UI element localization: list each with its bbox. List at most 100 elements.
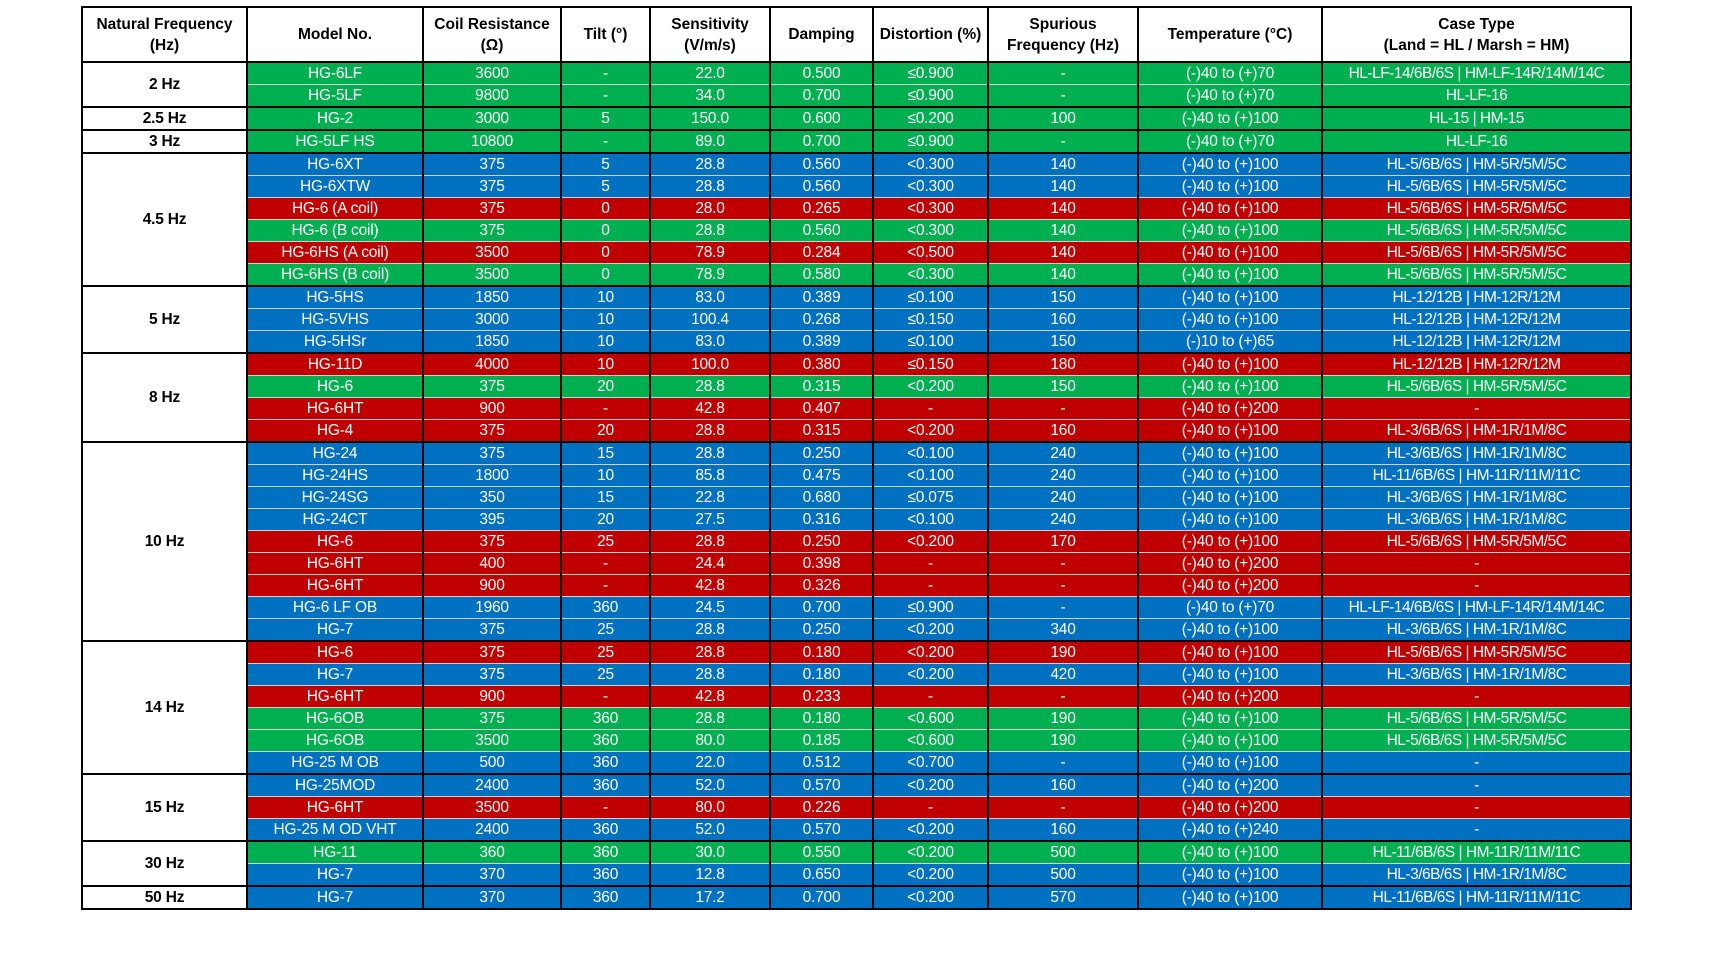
- sensitivity-cell: 28.8: [649, 441, 771, 465]
- natural-frequency-cell: 10 Hz: [81, 441, 248, 642]
- case-type-cell: HL-5/6B/6S | HM-5R/5M/5C: [1321, 197, 1632, 220]
- distortion-cell: <0.200: [872, 818, 989, 842]
- case-type-cell: HL-11/6B/6S | HM-11R/11M/11C: [1321, 464, 1632, 487]
- temperature-cell: (-)40 to (+)100: [1137, 707, 1323, 730]
- natural-frequency-cell: 3 Hz: [81, 129, 248, 154]
- table-row: 30 Hz HG-11 360 360 30.0 0.550 <0.200 500 (-)40 …: [81, 840, 1632, 887]
- sensitivity-cell: 42.8: [649, 685, 771, 708]
- damping-cell: 0.326: [769, 574, 874, 597]
- model-no-cell: HG-5LF HS: [246, 129, 424, 154]
- spurious-frequency-cell: -: [987, 552, 1139, 575]
- tilt-cell: 25: [560, 618, 651, 642]
- damping-cell: 0.700: [769, 84, 874, 108]
- temperature-cell: (-)40 to (+)100: [1137, 663, 1323, 686]
- distortion-cell: ≤0.100: [872, 285, 989, 309]
- model-no-cell: HG-7: [246, 885, 424, 910]
- spurious-frequency-cell: -: [987, 129, 1139, 154]
- distortion-cell: ≤0.150: [872, 308, 989, 331]
- temperature-cell: (-)40 to (+)100: [1137, 530, 1323, 553]
- distortion-cell: <0.700: [872, 751, 989, 775]
- tilt-cell: 360: [560, 885, 651, 910]
- coil-resistance-cell: 2400: [422, 773, 562, 797]
- temperature-cell: (-)40 to (+)100: [1137, 241, 1323, 264]
- coil-resistance-cell: 3500: [422, 729, 562, 752]
- tilt-cell: 10: [560, 330, 651, 354]
- damping-cell: 0.570: [769, 773, 874, 797]
- tilt-cell: 5: [560, 175, 651, 198]
- distortion-cell: <0.300: [872, 197, 989, 220]
- spurious-frequency-cell: -: [987, 596, 1139, 619]
- spurious-frequency-cell: 190: [987, 707, 1139, 730]
- header-natural-frequency: Natural Frequency (Hz): [81, 6, 248, 63]
- distortion-cell: -: [872, 685, 989, 708]
- spurious-frequency-cell: 140: [987, 152, 1139, 176]
- spurious-frequency-cell: -: [987, 84, 1139, 108]
- temperature-cell: (-)40 to (+)100: [1137, 508, 1323, 531]
- table-row: HG-24CT 395 20 27.5 0.316 <0.100 240 (-)40 to (…: [82, 508, 1632, 531]
- case-type-cell: HL-3/6B/6S | HM-1R/1M/8C: [1321, 486, 1632, 509]
- table-row: HG-6HT 400-24.4 0.398- - (-)40 to (+)200-: [82, 552, 1632, 575]
- tilt-cell: 360: [560, 818, 651, 842]
- damping-cell: 0.180: [769, 640, 874, 664]
- coil-resistance-cell: 1960: [422, 596, 562, 619]
- header-spurious-frequency: Spurious Frequency (Hz): [987, 6, 1139, 63]
- sensitivity-cell: 28.8: [649, 618, 771, 642]
- damping-cell: 0.315: [769, 419, 874, 443]
- model-no-cell: HG-6HT: [246, 796, 424, 819]
- table-row: 50 Hz HG-7 370 360 17.2 0.700 <0.200 570 (-)40 t…: [81, 885, 1632, 910]
- tilt-cell: 360: [560, 729, 651, 752]
- tilt-cell: 10: [560, 352, 651, 376]
- header-case-type: Case Type (Land = HL / Marsh = HM): [1321, 6, 1632, 63]
- distortion-cell: ≤0.100: [872, 330, 989, 354]
- header-tilt: Tilt (°): [560, 6, 651, 63]
- case-type-cell: -: [1321, 796, 1632, 819]
- distortion-cell: ≤0.075: [872, 486, 989, 509]
- natural-frequency-cell: 2 Hz: [81, 61, 248, 108]
- distortion-cell: <0.600: [872, 707, 989, 730]
- coil-resistance-cell: 3000: [422, 308, 562, 331]
- tilt-cell: 20: [560, 375, 651, 398]
- spurious-frequency-cell: 500: [987, 863, 1139, 887]
- distortion-cell: <0.100: [872, 508, 989, 531]
- temperature-cell: (-)40 to (+)100: [1137, 464, 1323, 487]
- table-row: HG-6 375 20 28.8 0.315 <0.200 150 (-)40 to (+)1…: [82, 375, 1632, 398]
- distortion-cell: <0.500: [872, 241, 989, 264]
- temperature-cell: (-)40 to (+)100: [1137, 152, 1323, 176]
- model-no-cell: HG-6 LF OB: [246, 596, 424, 619]
- sensitivity-cell: 12.8: [649, 863, 771, 887]
- model-no-cell: HG-6HS (B coil): [246, 263, 424, 287]
- coil-resistance-cell: 375: [422, 375, 562, 398]
- model-no-cell: HG-6: [246, 640, 424, 664]
- damping-cell: 0.265: [769, 197, 874, 220]
- tilt-cell: 0: [560, 197, 651, 220]
- coil-resistance-cell: 900: [422, 574, 562, 597]
- temperature-cell: (-)40 to (+)100: [1137, 106, 1323, 131]
- case-type-cell: HL-LF-16: [1321, 129, 1632, 154]
- sensitivity-cell: 28.8: [649, 219, 771, 242]
- distortion-cell: <0.200: [872, 640, 989, 664]
- damping-cell: 0.560: [769, 152, 874, 176]
- spurious-frequency-cell: 150: [987, 285, 1139, 309]
- sensitivity-cell: 52.0: [649, 773, 771, 797]
- distortion-cell: <0.200: [872, 840, 989, 864]
- model-no-cell: HG-2: [246, 106, 424, 131]
- damping-cell: 0.226: [769, 796, 874, 819]
- sensitivity-cell: 42.8: [649, 574, 771, 597]
- table-row: HG-25 M OD VHT 2400 360 52.0 0.570 <0.200 160(…: [82, 818, 1632, 842]
- spurious-frequency-cell: 160: [987, 419, 1139, 443]
- table-row: 14 Hz HG-6 375 25 28.8 0.180 <0.200 190 (-)40 to…: [81, 640, 1632, 775]
- distortion-cell: <0.300: [872, 219, 989, 242]
- coil-resistance-cell: 9800: [422, 84, 562, 108]
- table-row: 2 Hz HG-6LF 3600-22.0 0.500 ≤0.900- (-)40 to …: [81, 61, 1632, 108]
- sensitivity-cell: 17.2: [649, 885, 771, 910]
- case-type-cell: HL-3/6B/6S | HM-1R/1M/8C: [1321, 441, 1632, 465]
- table-row: HG-5LF 9800-34.0 0.700 ≤0.900- (-)40 to (+)7…: [82, 84, 1632, 108]
- natural-frequency-cell: 5 Hz: [81, 285, 248, 354]
- damping-cell: 0.650: [769, 863, 874, 887]
- sensitivity-cell: 78.9: [649, 241, 771, 264]
- case-type-cell: HL-12/12B | HM-12R/12M: [1321, 330, 1632, 354]
- temperature-cell: (-)40 to (+)200: [1137, 574, 1323, 597]
- coil-resistance-cell: 3500: [422, 796, 562, 819]
- distortion-cell: -: [872, 574, 989, 597]
- distortion-cell: <0.200: [872, 419, 989, 443]
